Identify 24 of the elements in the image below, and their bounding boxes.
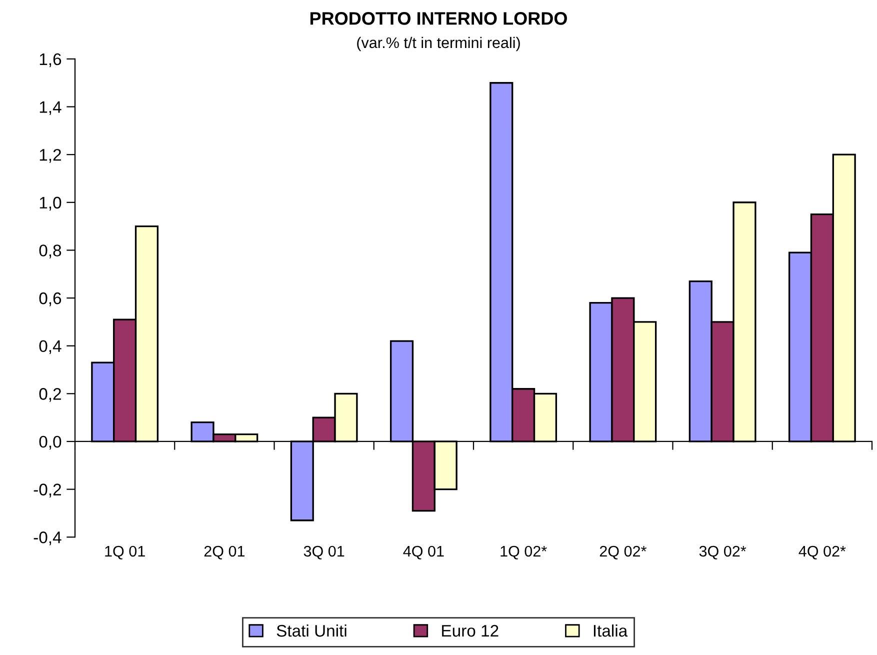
x-tick-label: 4Q 01 — [403, 546, 444, 560]
chart-subtitle: (var.% t/t in termini reali) — [357, 36, 520, 52]
x-tick-label: 4Q 02* — [798, 546, 846, 560]
y-tick-label: 0,8 — [39, 244, 62, 258]
y-tick-label: 0,6 — [39, 292, 62, 306]
y-tick-label: 1,2 — [40, 148, 61, 163]
y-tick-label: 1,4 — [40, 101, 62, 115]
x-tick-label: 2Q 02* — [600, 546, 646, 560]
legend-label: Euro 12 — [442, 624, 498, 637]
legend-label: Stati Uniti — [276, 624, 346, 637]
y-tick-label: 0,0 — [39, 436, 62, 450]
chart-title: PRODOTTO INTERNO LORDO — [310, 12, 567, 25]
y-tick-label: 0,2 — [39, 388, 61, 402]
y-tick-label: 0,4 — [39, 340, 62, 354]
x-tick-label: 3Q 02* — [699, 546, 746, 560]
y-tick-label: 1,6 — [40, 53, 62, 68]
y-tick-label: -0,4 — [34, 532, 62, 546]
y-tick-label: -0,2 — [34, 484, 61, 498]
legend-label: Italia — [594, 624, 628, 637]
x-tick-label: 1Q 02* — [500, 546, 547, 560]
y-tick-label: 1,0 — [40, 196, 62, 211]
x-tick-label: 1Q 01 — [105, 546, 145, 560]
x-tick-label: 3Q 01 — [304, 546, 344, 560]
x-tick-label: 2Q 01 — [204, 546, 245, 560]
